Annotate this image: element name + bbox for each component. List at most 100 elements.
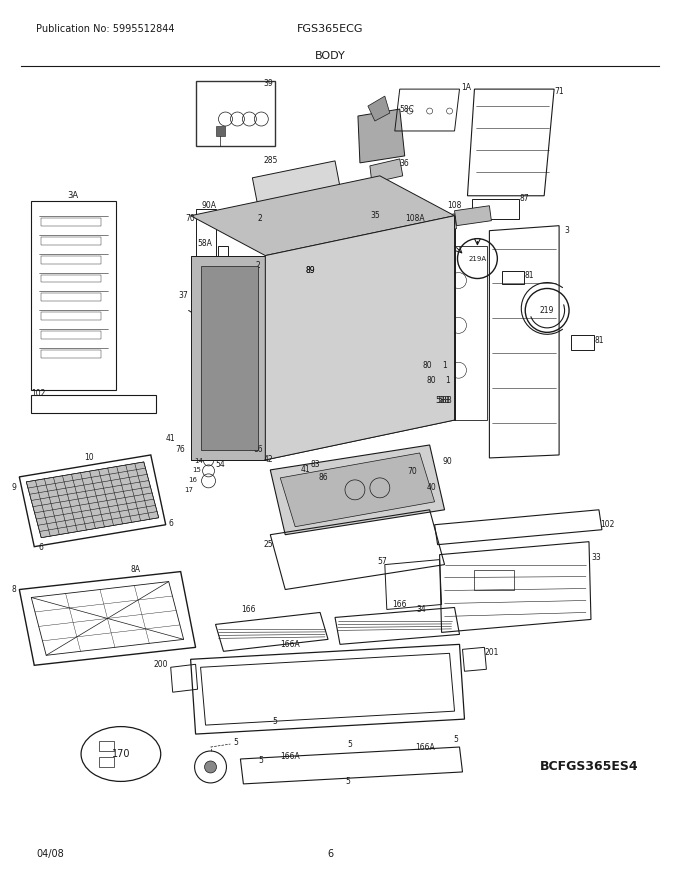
- Text: 41: 41: [301, 466, 310, 474]
- Polygon shape: [201, 266, 258, 450]
- Text: 219: 219: [540, 306, 554, 315]
- Text: 1A: 1A: [462, 83, 471, 92]
- Polygon shape: [190, 176, 454, 255]
- Text: 58B: 58B: [435, 396, 450, 405]
- Text: 70: 70: [186, 214, 195, 224]
- Text: 1: 1: [445, 376, 450, 385]
- Text: 14: 14: [194, 458, 203, 464]
- Text: 86: 86: [254, 445, 263, 454]
- Text: 5: 5: [345, 777, 350, 787]
- Text: 5: 5: [258, 757, 262, 766]
- Polygon shape: [454, 206, 492, 225]
- Text: 5: 5: [273, 716, 277, 726]
- Bar: [41, 275, 101, 282]
- Text: 34: 34: [417, 605, 426, 614]
- Bar: [41, 217, 101, 225]
- Text: BCFGS365ES4: BCFGS365ES4: [540, 760, 639, 774]
- Polygon shape: [370, 159, 403, 183]
- Text: 89: 89: [305, 266, 315, 275]
- Text: 6: 6: [168, 519, 173, 528]
- Text: 3: 3: [564, 226, 570, 235]
- Text: 5: 5: [233, 737, 238, 746]
- Text: 80: 80: [427, 376, 437, 385]
- Polygon shape: [265, 216, 454, 460]
- Text: 42: 42: [263, 456, 273, 465]
- Text: 166A: 166A: [280, 640, 300, 649]
- Circle shape: [222, 401, 229, 409]
- Polygon shape: [270, 445, 445, 535]
- Polygon shape: [27, 462, 158, 538]
- Text: 166A: 166A: [280, 752, 300, 761]
- Text: 5: 5: [347, 739, 352, 749]
- Polygon shape: [370, 210, 408, 238]
- Circle shape: [222, 389, 229, 397]
- Text: 04/08: 04/08: [36, 848, 64, 859]
- Text: 1: 1: [442, 361, 447, 370]
- Text: 39: 39: [263, 78, 273, 88]
- Text: 90: 90: [443, 458, 452, 466]
- Text: 33: 33: [591, 554, 601, 562]
- Text: 166A: 166A: [415, 743, 435, 752]
- Text: Publication No: 5995512844: Publication No: 5995512844: [36, 25, 175, 34]
- Text: 166: 166: [392, 600, 407, 609]
- Text: 10: 10: [84, 453, 94, 463]
- Text: 86: 86: [318, 473, 328, 482]
- Text: 200: 200: [154, 660, 168, 669]
- Text: FGS365ECG: FGS365ECG: [296, 25, 363, 34]
- Text: 201: 201: [484, 648, 498, 656]
- Bar: [99, 757, 114, 767]
- Text: 58B: 58B: [437, 396, 452, 405]
- Text: 6: 6: [39, 543, 44, 552]
- Text: 41: 41: [166, 434, 175, 443]
- Text: 81: 81: [524, 271, 534, 280]
- Text: 29: 29: [226, 432, 235, 442]
- Text: 17: 17: [184, 487, 193, 493]
- Text: 8: 8: [12, 585, 16, 594]
- Polygon shape: [280, 453, 435, 527]
- Polygon shape: [368, 96, 390, 121]
- Text: 57: 57: [377, 557, 387, 566]
- Text: 25: 25: [263, 540, 273, 549]
- Text: 219A: 219A: [469, 255, 486, 261]
- Text: 29: 29: [226, 385, 235, 394]
- Text: 83: 83: [310, 460, 320, 469]
- Polygon shape: [358, 109, 405, 163]
- Text: 70: 70: [408, 467, 418, 476]
- Polygon shape: [216, 126, 226, 136]
- Text: 9: 9: [12, 483, 16, 492]
- Text: 108A: 108A: [405, 214, 424, 224]
- Text: 2: 2: [256, 261, 260, 270]
- Text: 12: 12: [212, 398, 222, 407]
- Text: 15: 15: [192, 467, 201, 473]
- Text: 58A: 58A: [198, 239, 213, 248]
- Polygon shape: [190, 255, 265, 460]
- Text: 76: 76: [175, 445, 186, 454]
- Text: 108: 108: [447, 202, 462, 210]
- Bar: [475, 569, 514, 590]
- Text: 6: 6: [327, 848, 333, 859]
- Text: 81: 81: [594, 336, 604, 345]
- Text: 89: 89: [305, 266, 315, 275]
- Bar: [41, 332, 101, 340]
- Polygon shape: [420, 214, 456, 236]
- Text: 16: 16: [188, 477, 197, 483]
- Text: 8A: 8A: [131, 565, 141, 574]
- Text: 170: 170: [112, 749, 130, 759]
- Text: 166: 166: [241, 605, 256, 614]
- Text: BODY: BODY: [315, 51, 345, 62]
- Bar: [41, 255, 101, 263]
- Bar: [41, 237, 101, 245]
- Circle shape: [205, 761, 216, 773]
- Bar: [41, 312, 101, 320]
- Text: 2: 2: [258, 214, 262, 224]
- Text: 90A: 90A: [201, 202, 216, 210]
- Text: 54: 54: [216, 460, 225, 469]
- Text: 37: 37: [179, 291, 188, 300]
- Text: 40: 40: [427, 483, 437, 492]
- Text: 5: 5: [453, 735, 458, 744]
- Text: 102: 102: [31, 389, 46, 398]
- Bar: [196, 81, 275, 146]
- Polygon shape: [252, 161, 345, 229]
- Text: 58C: 58C: [399, 105, 414, 114]
- Text: 285: 285: [263, 157, 277, 165]
